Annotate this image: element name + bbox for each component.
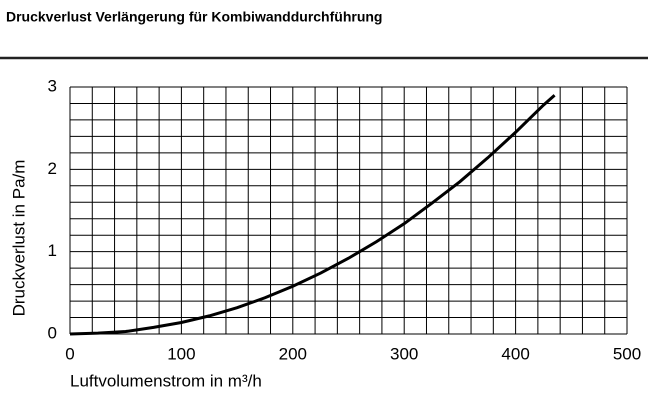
data-line — [69, 94, 556, 336]
y-tick-label: 0 — [48, 323, 57, 342]
y-tick-label: 1 — [48, 241, 57, 260]
y-tick-label: 3 — [48, 76, 57, 95]
x-tick-label: 0 — [65, 344, 74, 363]
x-tick-label: 100 — [167, 344, 195, 363]
x-tick-label: 300 — [390, 344, 418, 363]
x-tick-label: 400 — [501, 344, 529, 363]
x-tick-label: 200 — [279, 344, 307, 363]
x-axis-label: Luftvolumenstrom in m³/h — [70, 371, 262, 390]
y-tick-label: 2 — [48, 159, 57, 178]
chart-title: Druckverlust Verlängerung für Kombiwandd… — [6, 9, 382, 25]
y-axis-label: Druckverlust in Pa/m — [9, 160, 28, 317]
x-tick-label: 500 — [613, 344, 641, 363]
